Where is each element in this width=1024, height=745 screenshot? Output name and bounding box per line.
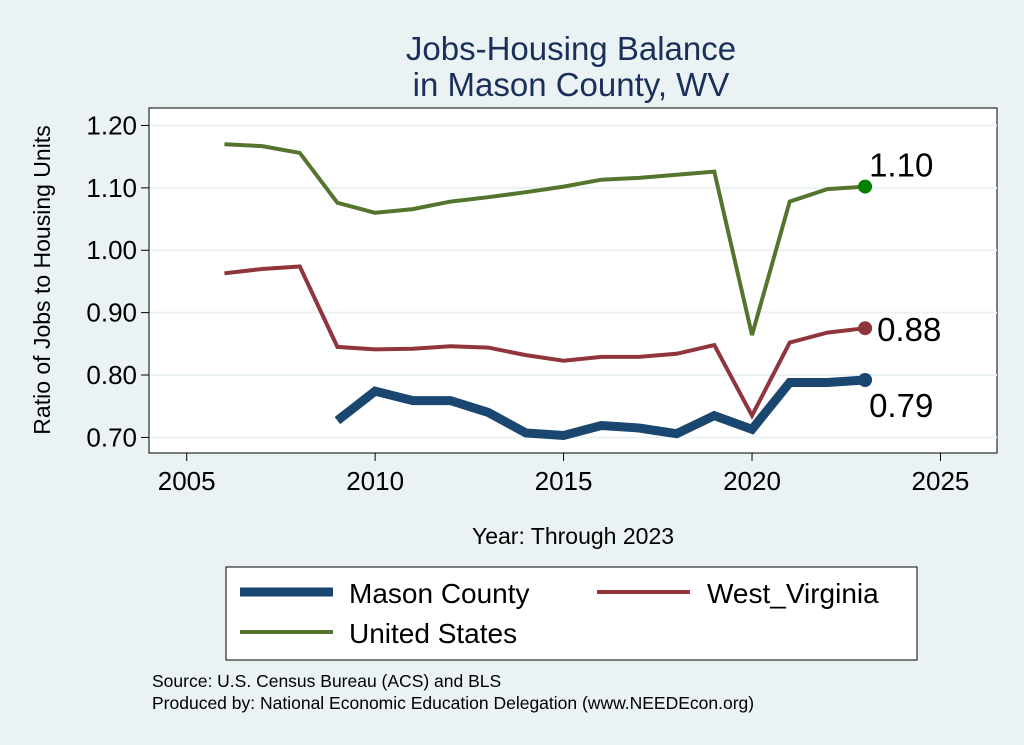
- end-label-west-virginia: 0.88: [877, 311, 941, 348]
- legend-label-united-states: United States: [349, 618, 517, 649]
- y-axis-label: Ratio of Jobs to Housing Units: [29, 125, 55, 434]
- x-tick-label: 2005: [158, 466, 216, 496]
- legend-label-mason-county: Mason County: [349, 578, 530, 609]
- legend-label-west-virginia: West_Virginia: [707, 578, 879, 609]
- y-tick-label: 1.10: [86, 173, 137, 203]
- x-tick-label: 2020: [723, 466, 781, 496]
- series-line-west-virginia: [224, 264, 866, 420]
- x-tick-label: 2015: [535, 466, 593, 496]
- series-line-united-states: [224, 142, 866, 336]
- source-line: Source: U.S. Census Bureau (ACS) and BLS: [152, 671, 501, 691]
- y-tick-label: 0.80: [86, 360, 137, 390]
- end-marker-west-virginia: [858, 321, 873, 336]
- end-marker-mason: [858, 373, 873, 388]
- x-axis: 2005 2010 2015 2020 2025: [149, 452, 997, 496]
- chart-title-line2: in Mason County, WV: [413, 66, 730, 103]
- legend-box: [225, 566, 918, 661]
- x-tick-label: 2025: [912, 466, 970, 496]
- y-tick-label: 0.90: [86, 298, 137, 328]
- y-axis: 0.70 0.80 0.90 1.00 1.10 1.20: [86, 108, 150, 453]
- series-line-mason: [334, 375, 866, 441]
- end-label-united-states: 1.10: [869, 147, 933, 184]
- end-labels: 1.10 0.88 0.79: [869, 147, 941, 424]
- y-tick-label: 1.00: [86, 235, 137, 265]
- produced-by-line: Produced by: National Economic Education…: [152, 693, 754, 713]
- plot-area: [148, 107, 998, 454]
- legend: Mason County West_Virginia United States: [225, 566, 918, 661]
- y-tick-label: 1.20: [86, 110, 137, 140]
- gridlines: [150, 124, 997, 439]
- x-tick-label: 2010: [346, 466, 404, 496]
- end-label-mason: 0.79: [869, 387, 933, 424]
- y-tick-label: 0.70: [86, 422, 137, 452]
- series-layer: [224, 142, 873, 441]
- x-axis-label: Year: Through 2023: [472, 523, 674, 549]
- end-marker-united-states: [858, 179, 873, 194]
- chart-title-line1: Jobs-Housing Balance: [406, 30, 736, 67]
